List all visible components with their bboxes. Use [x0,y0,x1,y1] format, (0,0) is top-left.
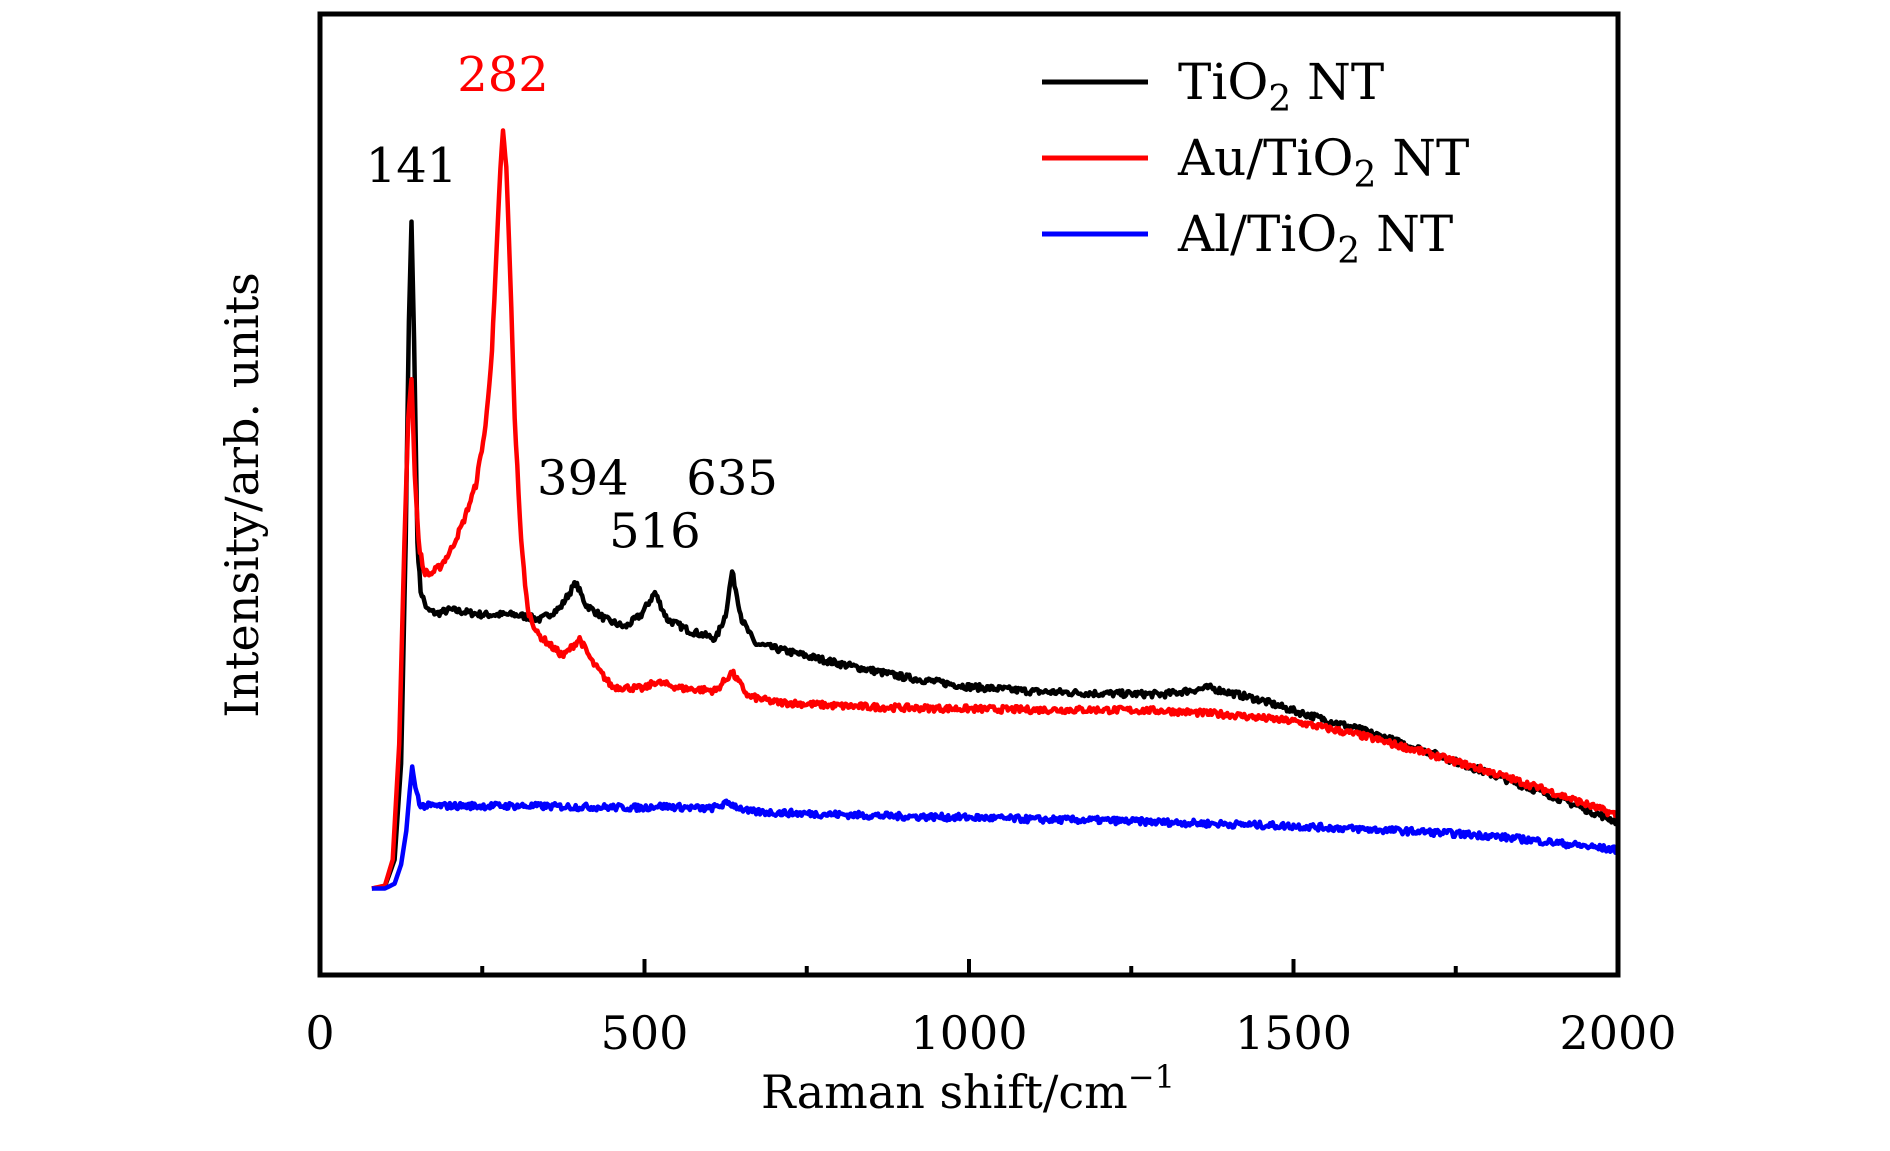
x-tick-label: 500 [601,1006,689,1060]
x-tick-label: 0 [305,1006,334,1060]
peak-label: 394 [537,451,629,507]
x-axis-tick-labels: 0 500 1000 1500 2000 [305,1006,1676,1060]
legend-label: Al/TiO2 NT [1177,205,1453,272]
legend: TiO2 NT Au/TiO2 NT Al/TiO2 NT [1042,53,1469,272]
peak-label: 635 [686,451,778,507]
x-axis-ticks [318,959,1620,975]
legend-item: Al/TiO2 NT [1042,205,1453,272]
y-axis-label: Intensity/arb. units [215,272,269,718]
legend-item: Au/TiO2 NT [1042,129,1469,196]
peak-label: 516 [609,503,701,559]
peak-label: 282 [457,47,549,103]
legend-label: Au/TiO2 NT [1177,129,1469,196]
legend-label: TiO2 NT [1178,53,1384,120]
x-tick-label: 1000 [910,1006,1027,1060]
plot-lines [370,128,1620,891]
x-tick-label: 1500 [1235,1006,1352,1060]
series-line-2 [370,764,1620,891]
series-line-0 [370,219,1620,891]
x-axis-label: Raman shift/cm−1 [761,1058,1175,1119]
legend-item: TiO2 NT [1042,53,1384,120]
series-line-1 [370,128,1620,891]
x-tick-label: 2000 [1559,1006,1676,1060]
peak-label: 141 [366,138,458,194]
